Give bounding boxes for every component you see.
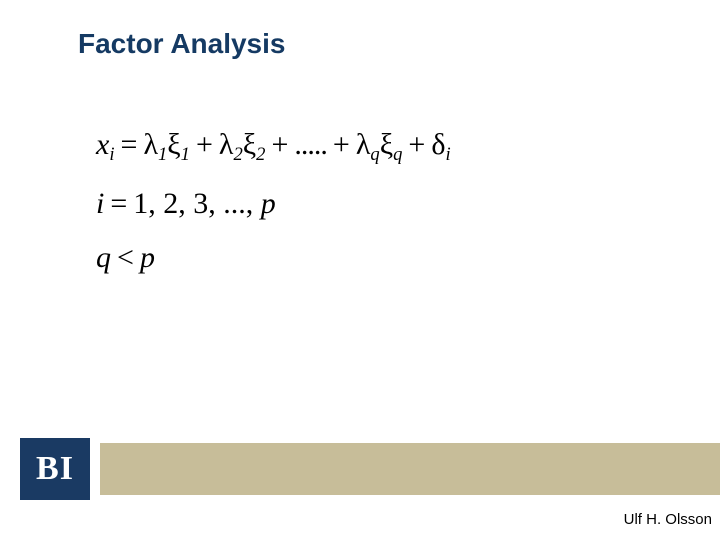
equation-block: xi = λ1ξ1 + λ2ξ2 + ..... + λqξq + δi i = … — [96, 130, 616, 297]
footer-band — [100, 443, 720, 495]
equation-line-3: q < p — [96, 243, 616, 273]
bi-logo-text: BI — [36, 450, 74, 488]
author-credit: Ulf H. Olsson — [624, 511, 712, 528]
equation-line-2: i = 1, 2, 3, ..., p — [96, 189, 616, 219]
equation-line-1: xi = λ1ξ1 + λ2ξ2 + ..... + λqξq + δi — [96, 130, 616, 165]
slide: Factor Analysis xi = λ1ξ1 + λ2ξ2 + .....… — [0, 0, 720, 540]
bi-logo: BI — [20, 438, 90, 500]
page-title: Factor Analysis — [78, 28, 285, 60]
